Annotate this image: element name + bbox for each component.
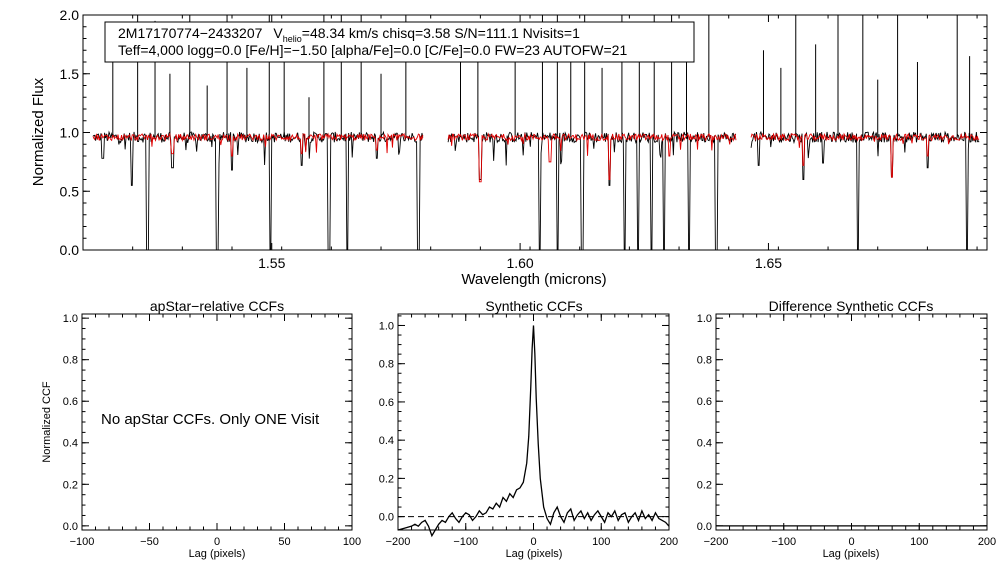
y-tick-label: 0.4	[379, 435, 394, 447]
y-tick-label: 0.6	[379, 397, 394, 409]
y-tick-label: 0.8	[697, 355, 712, 367]
x-tick-label: −100	[771, 536, 796, 548]
x-tick-label: −100	[453, 536, 478, 548]
synthetic-ccf-plot-area	[397, 325, 670, 538]
y-tick-label: 0.2	[697, 479, 712, 491]
spectrum-y-axis-label: Normalized Flux	[30, 77, 47, 186]
x-tick-label: 0	[848, 536, 854, 548]
x-tick-label: 1.55	[258, 255, 285, 271]
annotation-frame	[104, 21, 695, 63]
apstar-ccf-x-axis-label: Lag (pixels)	[189, 548, 246, 560]
y-tick-label: 1.0	[60, 125, 80, 141]
synthetic-ccf-panel: Synthetic CCFs −200 −100 0 100 200 0.0 0.2 0.4 0…	[379, 298, 678, 560]
y-tick-label: 0.4	[63, 438, 78, 450]
synthetic-ccf-ticks: −200 −100 0 100 200 0.0 0.2 0.4 0.6 0.8 1.0	[379, 314, 678, 548]
apstar-ccf-panel: apStar−relative CCFs −100 −50 0 50 100 0.0 0.2…	[41, 298, 361, 560]
synthetic-ccf-title: Synthetic CCFs	[485, 298, 582, 314]
synthetic-ccf-axes-frame	[397, 313, 670, 531]
spectrum-annotation-box: 2M17170774−2433207 Vhelio=48.34 km/s chis…	[104, 21, 695, 63]
apstar-ccf-title: apStar−relative CCFs	[150, 298, 284, 314]
x-tick-label: −200	[704, 536, 729, 548]
difference-ccf-x-axis-label: Lag (pixels)	[823, 548, 880, 560]
y-tick-label: 0.8	[63, 355, 78, 367]
x-tick-label: 50	[278, 536, 290, 548]
vhelio-symbol: V	[273, 25, 283, 41]
annotation-line2: Teff=4,000 logg=0.0 [Fe/H]=−1.50 [alpha/…	[118, 42, 627, 58]
y-tick-label: 1.5	[60, 66, 80, 82]
model-spectrum-segment	[447, 132, 737, 183]
x-tick-label: 100	[910, 536, 928, 548]
observed-spectrum-segment	[92, 130, 424, 251]
y-tick-label: 0.2	[379, 473, 394, 485]
y-tick-label: 0.5	[60, 183, 80, 199]
x-tick-label: 1.60	[506, 255, 533, 271]
y-tick-label: 0.0	[60, 242, 80, 258]
y-tick-label: 2.0	[60, 7, 80, 23]
y-tick-label: 0.0	[697, 521, 712, 533]
apstar-ccf-ticks: −100 −50 0 50 100 0.0 0.2 0.4 0.6 0.8 1.0	[63, 313, 361, 548]
x-tick-label: 1.65	[755, 255, 782, 271]
x-tick-label: 100	[592, 536, 610, 548]
observed-spectrum-segment	[750, 130, 980, 251]
difference-ccf-axes-frame	[715, 313, 988, 531]
y-tick-label: 0.6	[63, 396, 78, 408]
y-tick-label: 1.0	[697, 313, 712, 325]
x-tick-label: 0	[214, 536, 220, 548]
y-tick-label: 0.0	[63, 521, 78, 533]
observed-spectrum-segment	[447, 130, 737, 251]
synthetic-ccf-x-axis-label: Lag (pixels)	[506, 548, 563, 560]
difference-ccf-panel: Difference Synthetic CCFs −200 −100 0 100 20…	[697, 298, 996, 560]
x-tick-label: 200	[660, 536, 678, 548]
model-spectrum-segment	[92, 132, 424, 157]
vhelio-subscript: helio	[283, 34, 302, 44]
annotation-line1-values: =48.34 km/s chisq=3.58 S/N=111.1 Nvisits…	[302, 25, 580, 41]
y-tick-label: 1.0	[63, 313, 78, 325]
y-tick-label: 0.4	[697, 438, 712, 450]
difference-ccf-title: Difference Synthetic CCFs	[769, 298, 934, 314]
spectrum-x-axis-label: Wavelength (microns)	[461, 271, 606, 288]
x-tick-label: 200	[978, 536, 996, 548]
apstar-ccf-y-axis-label: Normalized CCF	[41, 381, 53, 463]
spectrum-panel: 1.55 1.60 1.65 0.0 0.5 1.0 1.5 2.0 2M17170774−2…	[30, 7, 988, 288]
x-tick-label: −200	[386, 536, 411, 548]
y-tick-label: 0.6	[697, 396, 712, 408]
y-tick-label: 0.0	[379, 512, 394, 524]
x-tick-label: −100	[70, 536, 95, 548]
x-tick-label: 0	[530, 536, 536, 548]
x-tick-label: −50	[140, 536, 159, 548]
star-id-text: 2M17170774−2433207	[118, 25, 263, 41]
annotation-line1: 2M17170774−2433207 Vhelio=48.34 km/s chis…	[118, 25, 580, 44]
synthetic-ccf-line	[397, 325, 670, 538]
apstar-no-ccf-message: No apStar CCFs. Only ONE Visit	[101, 411, 320, 428]
y-tick-label: 0.8	[379, 359, 394, 371]
model-spectrum-segment	[750, 132, 980, 178]
x-tick-label: 100	[343, 536, 361, 548]
y-tick-label: 1.0	[379, 320, 394, 332]
y-tick-label: 0.2	[63, 479, 78, 491]
difference-ccf-ticks: −200 −100 0 100 200 0.0 0.2 0.4 0.6 0.8 1.0	[697, 313, 996, 548]
spectrum-ticks: 1.55 1.60 1.65 0.0 0.5 1.0 1.5 2.0	[60, 7, 987, 271]
